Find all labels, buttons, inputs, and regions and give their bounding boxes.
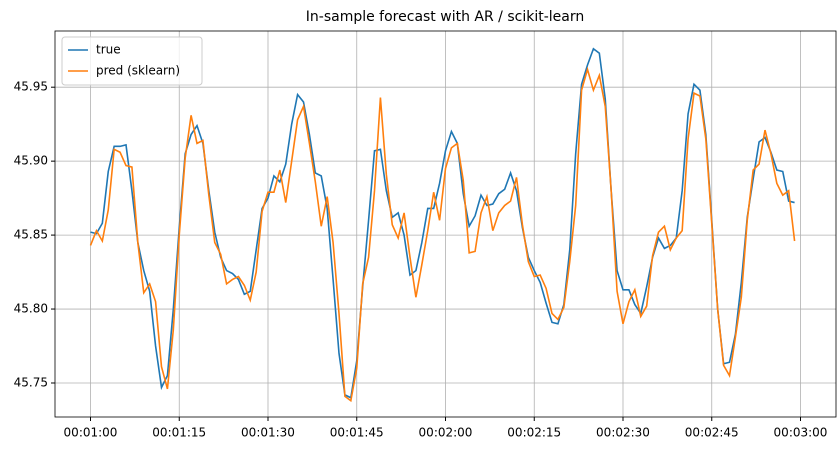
x-tick-label: 00:01:45: [330, 426, 384, 440]
x-tick-label: 00:01:30: [241, 426, 295, 440]
series-line: [90, 47, 795, 399]
legend-box: [61, 36, 203, 86]
x-tick-label: 00:01:00: [64, 426, 118, 440]
y-tick-label: 45.90: [14, 154, 48, 168]
y-tick-label: 45.85: [14, 228, 48, 242]
legend-label: pred (sklearn): [96, 64, 180, 78]
x-tick-label: 00:02:45: [685, 426, 739, 440]
x-tick-label: 00:01:15: [152, 426, 206, 440]
legend-label: true: [96, 43, 121, 57]
plot-frame: [54, 30, 837, 418]
y-tick-label: 45.95: [14, 80, 48, 94]
x-tick-label: 00:02:30: [596, 426, 650, 440]
x-tick-label: 00:02:00: [419, 426, 473, 440]
y-tick-label: 45.75: [14, 375, 48, 389]
x-tick-label: 00:02:15: [507, 426, 561, 440]
chart-title: In-sample forecast with AR / scikit-lear…: [306, 9, 584, 25]
y-tick-label: 45.80: [14, 302, 48, 316]
legend: true pred (sklearn): [61, 36, 203, 86]
x-tick-label: 00:03:00: [774, 426, 828, 440]
series-line: [89, 66, 796, 403]
